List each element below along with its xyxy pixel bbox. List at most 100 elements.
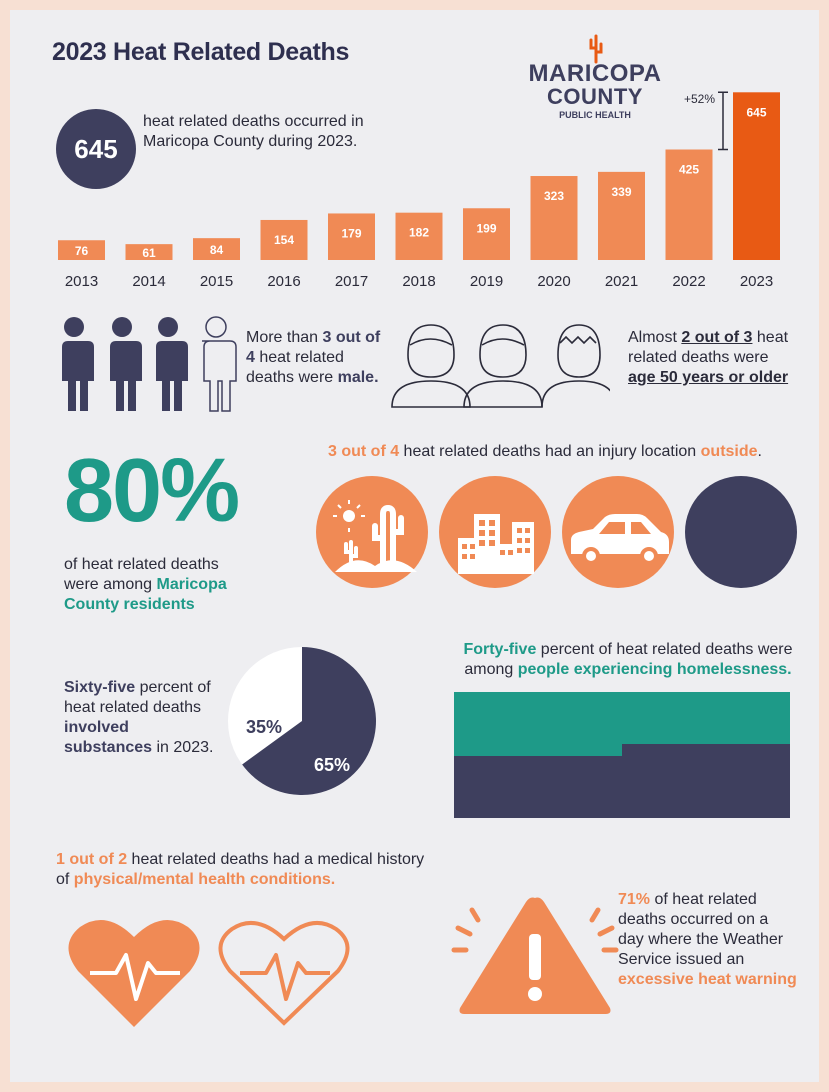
waffle-homeless-share	[454, 692, 790, 756]
outside-text: 3 out of 4 heat related deaths had an in…	[328, 442, 808, 462]
age-end: age 50 years or older	[628, 369, 789, 386]
bar-2017	[328, 213, 375, 260]
substances-text-end: in 2023.	[152, 739, 214, 756]
head-icons	[391, 324, 610, 408]
bar-2021	[598, 171, 645, 260]
maricopa-logo: MARICOPA COUNTY PUBLIC HEALTH	[500, 28, 690, 128]
page-title: 2023 Heat Related Deaths	[52, 38, 350, 66]
bar-2018	[395, 212, 443, 260]
bar-value-label: 84	[210, 243, 224, 257]
x-tick-label: 2016	[267, 273, 300, 290]
x-tick-label: 2021	[605, 273, 638, 290]
bar-value-label: 179	[341, 226, 361, 240]
pie-label-65: 65%	[314, 755, 350, 775]
x-tick-label: 2017	[335, 273, 368, 290]
homeless-text: Forty-five percent of heat related death…	[448, 640, 808, 680]
warning-text-mid: of heat related deaths occurred on a day…	[618, 891, 784, 968]
male-text: More than 3 out of 4 heat related deaths…	[246, 328, 381, 388]
substances-pie-chart: 65% 35%	[228, 647, 376, 795]
heart-outline-icon	[218, 920, 350, 1026]
person-icon	[60, 317, 94, 411]
substances-text: Sixty-five percent of heat related death…	[64, 678, 214, 758]
male-end: male.	[337, 369, 379, 386]
age-highlight: 2 out of 3	[681, 329, 753, 346]
logo-line2: COUNTY	[547, 84, 643, 109]
substances-text-mid: percent of heat related deaths	[64, 679, 211, 716]
medical-highlight2: physical/mental health conditions.	[73, 871, 336, 888]
age-text-mid: heat related deaths were	[628, 329, 789, 366]
other-location-icon	[685, 476, 797, 588]
homeless-text-mid: percent of heat related deaths were amon…	[464, 641, 793, 678]
x-tick-label: 2015	[200, 273, 233, 290]
medical-text: 1 out of 2 heat related deaths had a med…	[56, 850, 426, 890]
bar-2013	[58, 240, 105, 260]
cactus-icon	[316, 476, 428, 588]
homeless-highlight1: Forty-five	[463, 641, 537, 658]
residents-text-pre: of heat related deaths were among	[64, 556, 219, 593]
bar-value-label: 425	[679, 163, 699, 177]
substances-bold: involved substances	[64, 719, 153, 756]
bar-2022	[665, 149, 713, 260]
male-text-mid: heat related deaths were	[246, 349, 344, 386]
medical-highlight1: 1 out of 2	[56, 851, 128, 868]
bar-value-label: 182	[409, 226, 429, 240]
heart-icon	[68, 919, 200, 1027]
bar-value-label: 61	[142, 246, 156, 260]
deaths-count-badge: 645	[56, 109, 136, 189]
x-tick-label: 2020	[537, 273, 570, 290]
outside-text-end: .	[757, 443, 762, 460]
warning-highlight2: excessive heat warning	[618, 971, 797, 988]
bar-value-label: 154	[274, 233, 294, 247]
residents-percent: 80%	[64, 441, 240, 541]
bar-2020	[530, 176, 578, 260]
person-icon	[108, 317, 142, 411]
male-highlight: 3 out of 4	[246, 329, 381, 366]
warning-highlight1: 71%	[618, 891, 651, 908]
infographic-page: 2023 Heat Related Deaths MARICOPA COUNTY…	[10, 10, 819, 1082]
x-tick-label: 2018	[402, 273, 435, 290]
bar-value-label: 76	[75, 244, 89, 258]
head-icon	[463, 324, 543, 408]
bar-2023	[733, 92, 780, 260]
increase-annotation: +52%	[684, 92, 715, 106]
people-icons	[60, 316, 237, 412]
logo-line3: PUBLIC HEALTH	[559, 110, 631, 120]
outside-text-mid: heat related deaths had an injury locati…	[399, 443, 701, 460]
warning-text: 71% of heat related deaths occurred on a…	[618, 890, 798, 990]
logo-cactus-icon	[589, 34, 603, 64]
outside-highlight2: outside	[700, 443, 758, 460]
logo-line1: MARICOPA	[528, 60, 662, 87]
residents-highlight: Maricopa County residents	[64, 576, 227, 613]
heart-icons	[68, 919, 350, 1027]
deaths-bar-chart: 76 2013 61 2014 84 2015 154 2016 179 2017 182 2018 1…	[58, 91, 780, 290]
x-tick-label: 2022	[672, 273, 705, 290]
bar-2019	[463, 208, 510, 260]
age-text: Almost 2 out of 3 heat related deaths we…	[628, 328, 798, 388]
x-tick-label: 2014	[132, 273, 165, 290]
bar-2015	[193, 238, 240, 260]
medical-text-mid: heat related deaths had a medical histor…	[56, 851, 425, 888]
increase-bracket	[718, 91, 728, 151]
homeless-waffle-chart	[454, 692, 790, 818]
residents-text: of heat related deaths were among Marico…	[64, 555, 254, 615]
homeless-highlight2: people experiencing homelessness.	[517, 661, 792, 678]
x-tick-label: 2013	[65, 273, 98, 290]
bar-value-label: 645	[746, 105, 766, 119]
bar-value-label: 323	[544, 189, 564, 203]
male-text-pre: More than	[246, 329, 323, 346]
bar-2014	[125, 244, 173, 260]
x-tick-label: 2019	[470, 273, 503, 290]
head-icon	[541, 324, 610, 408]
x-tick-label: 2023	[740, 273, 773, 290]
head-icon	[391, 324, 471, 408]
car-icon	[562, 476, 674, 588]
person-icon	[154, 317, 188, 411]
warning-icon	[451, 897, 619, 1014]
bar-value-label: 199	[476, 221, 496, 235]
bar-value-label: 339	[611, 185, 631, 199]
pie-label-35: 35%	[246, 717, 282, 737]
substances-highlight: Sixty-five	[64, 679, 136, 696]
outside-highlight1: 3 out of 4	[328, 443, 400, 460]
pie-slice-65	[242, 647, 376, 795]
buildings-icon	[439, 476, 551, 588]
